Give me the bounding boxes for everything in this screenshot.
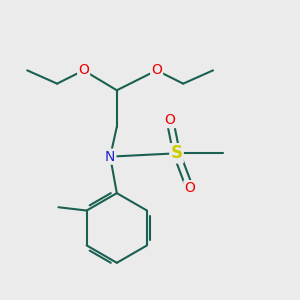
Text: O: O <box>78 63 89 77</box>
Text: N: N <box>105 150 116 164</box>
Text: S: S <box>170 144 182 162</box>
Text: O: O <box>184 181 195 195</box>
Text: O: O <box>164 113 175 127</box>
Text: O: O <box>151 63 162 77</box>
